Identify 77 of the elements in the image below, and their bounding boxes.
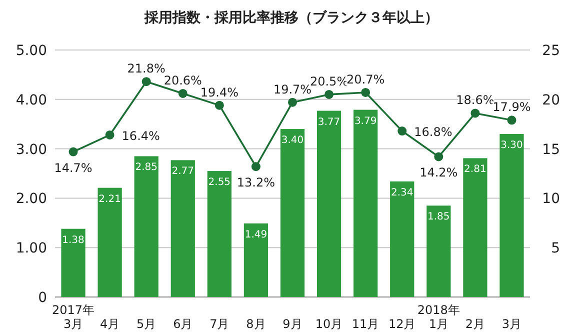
data-label: 1.49 xyxy=(244,229,268,240)
bar xyxy=(134,156,158,297)
x-tick-label: 12月 xyxy=(388,317,416,331)
y-tick-label: 4.00 xyxy=(16,92,47,108)
y-tick-label: 5.00 xyxy=(16,43,47,59)
x-tick-label: 7月 xyxy=(210,317,230,331)
point xyxy=(324,90,334,99)
x-tick-label: 10月 xyxy=(315,317,343,331)
point xyxy=(507,116,516,125)
point xyxy=(142,77,151,86)
y-tick-label: 2.00 xyxy=(16,191,47,208)
bar xyxy=(316,110,342,297)
point xyxy=(434,152,444,162)
data-label: 2.21 xyxy=(98,194,121,205)
data-label: 3.40 xyxy=(281,135,304,146)
data-label: 1.85 xyxy=(428,212,450,223)
data-label: 20.5% xyxy=(310,74,348,88)
bar xyxy=(463,158,488,297)
y2-tick-label: 20 xyxy=(542,92,560,108)
y-tick-label: 3.00 xyxy=(16,142,47,158)
data-label: 2.81 xyxy=(464,164,486,176)
y2-tick-label: 15 xyxy=(542,142,560,158)
bar xyxy=(170,160,195,297)
data-label: 20.6% xyxy=(164,73,202,88)
y-tick-label: 0 xyxy=(38,290,47,306)
x-tick-label: 6月 xyxy=(173,317,193,331)
point xyxy=(214,100,224,110)
bar xyxy=(354,110,378,297)
x-tick-label: 5月 xyxy=(136,317,156,331)
bar xyxy=(61,228,86,297)
x-tick-label: 2017年 3月 xyxy=(52,303,95,331)
data-label: 21.8% xyxy=(127,62,166,76)
point xyxy=(361,88,370,97)
point xyxy=(178,88,188,98)
data-label: 3.77 xyxy=(318,116,340,128)
data-label: 2.34 xyxy=(390,187,414,198)
bar xyxy=(98,188,122,297)
point xyxy=(398,126,407,136)
data-label: 2.85 xyxy=(135,162,158,174)
x-tick-label: 9月 xyxy=(282,317,302,331)
bar xyxy=(426,206,451,297)
data-label: 16.4% xyxy=(122,128,160,143)
data-label: 14.2% xyxy=(420,166,458,180)
y2-tick-label: 10 xyxy=(542,191,560,208)
x-tick-label: 4月 xyxy=(100,317,120,331)
x-tick-label: 2月 xyxy=(465,317,486,331)
y2-tick-label: 25 xyxy=(542,43,560,59)
bar xyxy=(207,171,232,297)
point xyxy=(105,130,114,140)
data-label: 19.7% xyxy=(273,82,312,96)
point xyxy=(288,98,297,107)
y-tick-label: 1.00 xyxy=(16,240,47,257)
data-label: 19.4% xyxy=(200,85,238,100)
data-label: 3.30 xyxy=(500,140,523,151)
x-tick-label: 3月 xyxy=(502,317,522,331)
data-label: 16.8% xyxy=(414,125,452,140)
y2-tick-label: 5 xyxy=(551,240,560,257)
data-label: 14.7% xyxy=(54,160,92,175)
bar xyxy=(244,223,268,297)
point xyxy=(68,147,78,156)
data-label: 3.79 xyxy=(354,116,377,127)
data-label: 1.38 xyxy=(62,234,84,246)
data-label: 13.2% xyxy=(236,176,276,190)
bar xyxy=(390,181,414,297)
x-tick-label: 8月 xyxy=(246,317,266,331)
bar xyxy=(280,129,305,297)
point xyxy=(251,162,260,172)
data-label: 20.7% xyxy=(346,72,385,86)
data-label: 2.55 xyxy=(208,177,231,188)
data-label: 18.6% xyxy=(456,93,494,108)
x-tick-label: 2018年 1月 xyxy=(417,303,460,331)
data-label: 17.9% xyxy=(492,100,531,114)
chart-title: 採用指数・採用比率推移（ブランク３年以上） xyxy=(144,9,438,26)
bar xyxy=(500,134,524,297)
data-label: 2.77 xyxy=(172,166,194,178)
x-tick-label: 11月 xyxy=(352,317,380,331)
point xyxy=(470,108,480,118)
